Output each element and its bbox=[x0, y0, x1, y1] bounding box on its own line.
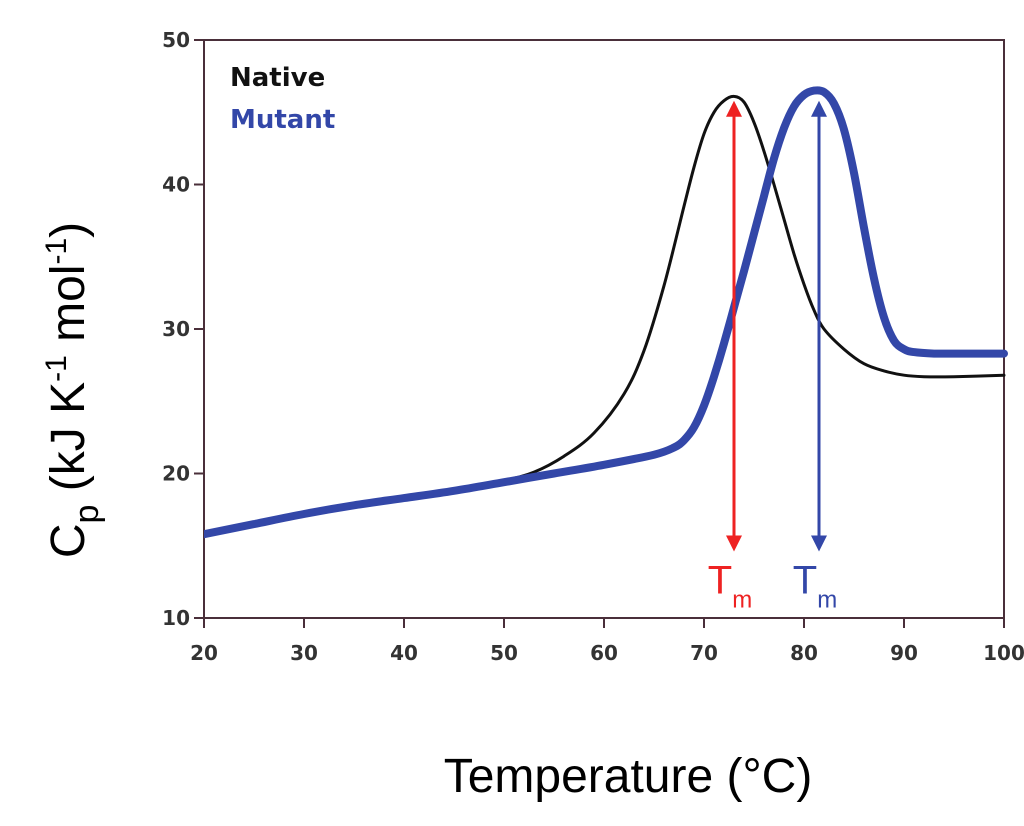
x-tick-label: 30 bbox=[290, 641, 318, 665]
legend-entry-mutant: Mutant bbox=[230, 105, 335, 135]
y-axis-title: Cp (kJ K-1 mol-1) bbox=[40, 222, 106, 558]
y-axis-title-sup2: -1 bbox=[40, 238, 73, 265]
x-tick-label: 100 bbox=[983, 641, 1024, 665]
y-axis-title-sup1: -1 bbox=[40, 355, 73, 382]
y-tick-label: 50 bbox=[162, 28, 190, 52]
x-tick-label: 80 bbox=[790, 641, 818, 665]
tm-arrowhead-down bbox=[811, 535, 827, 552]
y-tick-label: 20 bbox=[162, 462, 190, 486]
x-tick-label: 90 bbox=[890, 641, 918, 665]
y-tick-label: 10 bbox=[162, 606, 190, 630]
x-tick-label: 60 bbox=[590, 641, 618, 665]
legend-entry-native: Native bbox=[230, 63, 325, 93]
y-axis-title-c: C bbox=[42, 523, 95, 558]
y-tick-label: 30 bbox=[162, 317, 190, 341]
x-tick-label: 70 bbox=[690, 641, 718, 665]
tm-label-main: T bbox=[708, 559, 732, 603]
x-tick-label: 50 bbox=[490, 641, 518, 665]
series-line-mutant bbox=[204, 86, 1008, 539]
tm-label: Tm bbox=[708, 559, 752, 614]
tm-label-sub: m bbox=[817, 587, 837, 614]
tm-arrowhead-up bbox=[726, 100, 742, 117]
y-axis-title-mid: (kJ K bbox=[42, 382, 95, 505]
x-tick-label: 20 bbox=[190, 641, 218, 665]
x-axis-title: Temperature (°C) bbox=[444, 750, 813, 803]
legend: Native Mutant bbox=[230, 63, 335, 135]
y-axis-title-end: ) bbox=[42, 222, 95, 238]
tm-label-main: T bbox=[793, 559, 817, 603]
tm-arrowhead-down bbox=[726, 535, 742, 552]
tm-arrowhead-up bbox=[811, 100, 827, 117]
series-layer bbox=[204, 86, 1008, 539]
y-tick-label: 40 bbox=[162, 173, 190, 197]
tm-label-sub: m bbox=[732, 587, 752, 614]
y-axis-title-mol: mol bbox=[42, 265, 95, 356]
tm-label: Tm bbox=[793, 559, 837, 614]
tm-annotations: Tm Tm bbox=[708, 100, 837, 614]
x-tick-label: 40 bbox=[390, 641, 418, 665]
y-axis-title-p: p bbox=[68, 505, 106, 524]
